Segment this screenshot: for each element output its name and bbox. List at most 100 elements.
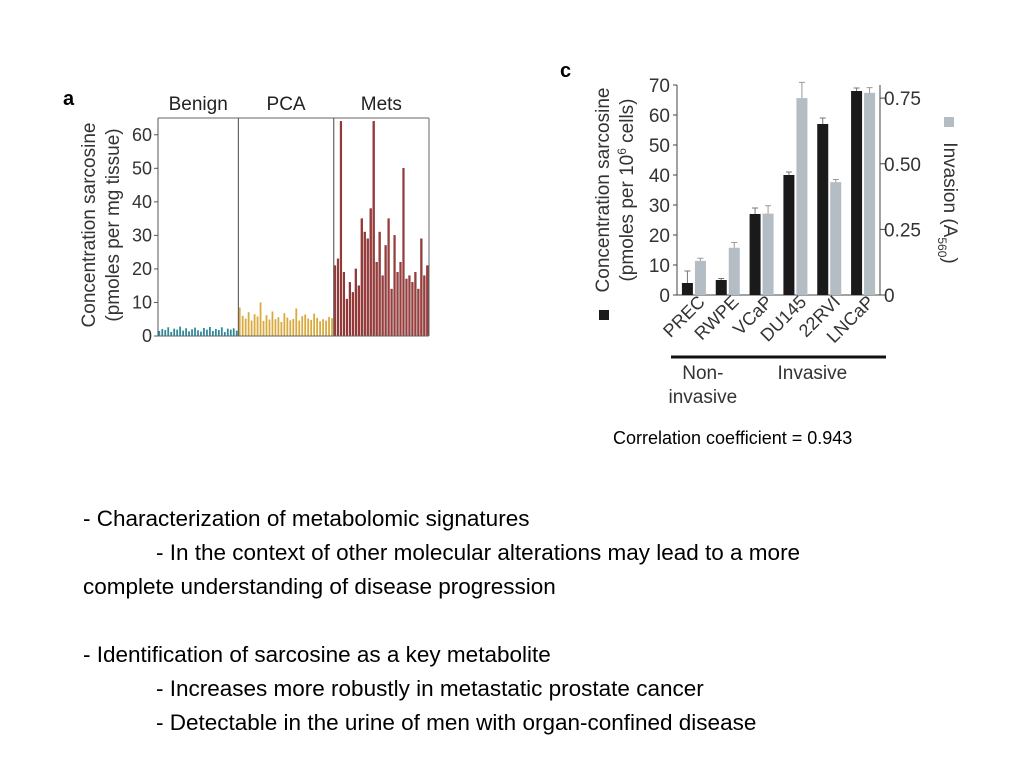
bar-a-pca bbox=[253, 314, 256, 336]
bar-a-pca bbox=[277, 317, 280, 336]
y-axis-label-a: Concentration sarcosine (pmoles per mg t… bbox=[79, 123, 124, 328]
bar-a-benign bbox=[158, 330, 161, 336]
bar-a-mets bbox=[423, 275, 426, 337]
bar-a-mets bbox=[390, 288, 393, 337]
bar-a-mets bbox=[351, 292, 354, 337]
bar-a-benign bbox=[235, 330, 238, 336]
bar-c-sarcosine bbox=[681, 283, 693, 295]
bar-a-pca bbox=[250, 320, 253, 336]
bar-a-mets bbox=[384, 245, 387, 337]
bar-a-pca bbox=[247, 312, 250, 336]
bar-c-invasion bbox=[796, 98, 808, 295]
sub-bullet: - Detectable in the urine of men with or… bbox=[156, 710, 757, 735]
bar-a-benign bbox=[226, 328, 229, 336]
bar-a-benign bbox=[164, 329, 167, 336]
y2-tick-label-c: 0.50 bbox=[884, 155, 921, 176]
bar-a-pca bbox=[316, 317, 319, 336]
bar-c-sarcosine bbox=[783, 175, 795, 295]
bar-a-pca bbox=[256, 316, 259, 336]
bullet-list: - Characterization of metabolomic signat… bbox=[83, 502, 983, 740]
bar-a-mets bbox=[345, 298, 348, 337]
bar-a-benign bbox=[182, 330, 185, 336]
y-tick-label-c: 40 bbox=[649, 166, 670, 187]
bar-c-invasion bbox=[864, 92, 876, 295]
bar-c-invasion bbox=[728, 247, 740, 295]
bar-a-benign bbox=[170, 331, 173, 336]
legend-swatch-invasion bbox=[944, 117, 954, 127]
bar-a-benign bbox=[212, 330, 214, 336]
bar-a-benign bbox=[173, 328, 176, 336]
bar-a-benign bbox=[229, 329, 232, 336]
y-axis-label-a-line1: Concentration sarcosine bbox=[79, 123, 100, 328]
y-tick-label-c: 10 bbox=[649, 256, 670, 277]
bar-a-pca bbox=[244, 318, 247, 336]
group-header-a: PCA bbox=[267, 94, 306, 115]
bar-a-pca bbox=[280, 321, 283, 336]
bullet: - Identification of sarcosine as a key m… bbox=[83, 642, 551, 667]
y-axis-label-c-line2: (pmoles per 106 cells) bbox=[615, 98, 638, 281]
bar-a-pca bbox=[271, 311, 274, 336]
bar-a-benign bbox=[214, 328, 217, 336]
bar-a-mets bbox=[417, 288, 420, 337]
bar-a-benign bbox=[206, 329, 208, 336]
bar-a-pca bbox=[322, 319, 324, 336]
bar-a-pca bbox=[259, 302, 262, 336]
bar-a-mets bbox=[396, 272, 399, 337]
bar-a-pca bbox=[295, 308, 298, 336]
bar-a-mets bbox=[414, 272, 417, 337]
bar-a-pca bbox=[286, 317, 289, 336]
bar-a-pca bbox=[304, 314, 307, 336]
bar-a-pca bbox=[331, 318, 333, 336]
bar-a-mets bbox=[375, 262, 378, 337]
bar-a-benign bbox=[220, 327, 223, 336]
bar-c-invasion bbox=[694, 260, 706, 295]
bar-a-benign bbox=[161, 328, 164, 336]
chart-c: c Concentration sarcosine (pmoles per 10… bbox=[560, 60, 960, 408]
y2-axis-label-c: Invasion (A560) bbox=[935, 117, 960, 264]
axes-c: 0 10 20 30 40 50 60 70 0 0.25 0.50 0.75 bbox=[649, 76, 921, 307]
bar-a-mets bbox=[342, 272, 346, 337]
bar-c-invasion bbox=[762, 213, 774, 295]
bar-a-pca bbox=[265, 315, 268, 336]
y-axis-label-c-sup: 6 bbox=[615, 148, 629, 155]
y-axis-label-a-line2: (pmoles per mg tissue) bbox=[103, 128, 124, 321]
bar-a-pca bbox=[283, 313, 286, 336]
group-label-c: Non- bbox=[682, 363, 723, 384]
bar-a-pca bbox=[325, 320, 327, 336]
y2-tick-label-c: 0.25 bbox=[884, 220, 921, 241]
bar-a-pca bbox=[268, 319, 271, 336]
y-axis-label-c-line1: Concentration sarcosine bbox=[593, 88, 614, 293]
bar-a-mets bbox=[411, 282, 414, 337]
y2-axis-label-c-main: Invasion (A bbox=[939, 142, 960, 237]
y-tick-label-a: 40 bbox=[132, 192, 152, 212]
panel-label-c: c bbox=[560, 60, 571, 82]
y-tick-label-c: 70 bbox=[649, 76, 670, 97]
bar-c-sarcosine bbox=[817, 124, 829, 295]
bar-a-mets bbox=[420, 238, 423, 337]
bar-a-mets bbox=[366, 238, 369, 337]
bullet: - Characterization of metabolomic signat… bbox=[83, 506, 530, 531]
legend-swatch-sarcosine bbox=[599, 310, 609, 320]
bar-a-mets bbox=[393, 235, 396, 337]
bar-a-mets bbox=[348, 282, 351, 337]
bar-a-pca bbox=[313, 313, 316, 336]
bar-a-mets bbox=[408, 275, 411, 337]
bar-a-mets bbox=[387, 218, 390, 337]
group-header-a: Benign bbox=[169, 94, 228, 115]
bar-a-mets bbox=[399, 262, 402, 337]
bar-a-pca bbox=[298, 320, 301, 336]
bar-c-sarcosine bbox=[749, 214, 761, 295]
bar-a-pca bbox=[241, 315, 244, 336]
y-axis-label-c: Concentration sarcosine (pmoles per 106 … bbox=[593, 88, 638, 320]
bar-a-benign bbox=[217, 329, 220, 336]
y-tick-label-a: 60 bbox=[132, 125, 152, 145]
chart-a: a Concentration sarcosine (pmoles per mg… bbox=[63, 88, 430, 346]
y-tick-label-a: 50 bbox=[132, 158, 152, 178]
correlation-caption: Correlation coefficient = 0.943 bbox=[613, 428, 853, 448]
group-label-c: invasive bbox=[669, 387, 738, 408]
group-label-c: Invasive bbox=[777, 363, 847, 384]
bar-a-mets bbox=[339, 121, 343, 337]
bar-a-mets bbox=[336, 258, 340, 337]
y2-tick-label-c: 0.75 bbox=[884, 89, 921, 110]
bar-a-benign bbox=[194, 327, 196, 336]
